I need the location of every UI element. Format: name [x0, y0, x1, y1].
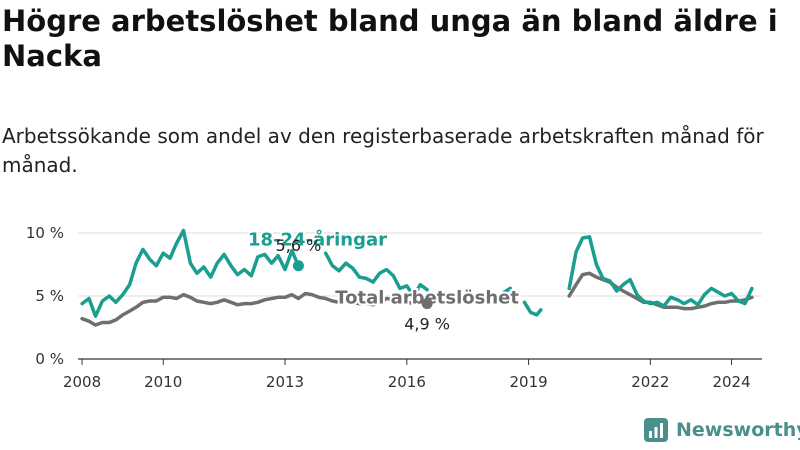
series-line: [80, 228, 301, 318]
series-line: [323, 251, 429, 298]
y-tick-label: 5 %: [35, 287, 64, 305]
series-lines: [80, 228, 754, 327]
y-tick-label: 10 %: [26, 224, 64, 242]
chart-title: Högre arbetslöshet bland unga än bland ä…: [2, 4, 778, 73]
series-line: [80, 291, 429, 327]
x-tick-label: 2013: [266, 373, 304, 391]
x-tick-label: 2019: [509, 373, 547, 391]
series-end-label: 5,6 %: [276, 236, 322, 255]
series-annotation: 18-24-åringar: [248, 228, 387, 250]
x-tick-label: 2010: [144, 373, 182, 391]
newsworthy-logo-text: Newsworthy: [676, 419, 800, 441]
gridlines: [78, 232, 762, 360]
series-end-point: [292, 260, 304, 272]
series-line: [522, 300, 543, 317]
chart-subtitle: Arbetssökande som andel av den registerb…: [2, 124, 764, 177]
x-tick-label: 2016: [388, 373, 426, 391]
y-tick-label: 0 %: [35, 350, 64, 368]
series-line: [567, 235, 754, 308]
axis: 0 % 5 % 10 % 2008 2010 2013 2016 2019 2022 2024: [26, 224, 751, 391]
series-end-label: 4,9 %: [404, 315, 450, 334]
x-tick-label: 2022: [631, 373, 669, 391]
newsworthy-logo[interactable]: Newsworthy: [644, 418, 800, 442]
series-labels: 18-24-åringar Total arbetslöshet 5,6 % 4,9 …: [246, 226, 521, 334]
x-tick-label: 2008: [63, 373, 101, 391]
series-end-point: [421, 298, 433, 310]
series-line: [502, 286, 513, 294]
x-tick-label: 2024: [712, 373, 750, 391]
series-annotation: Total arbetslöshet: [335, 287, 519, 308]
newsworthy-logo-icon: [644, 418, 668, 442]
